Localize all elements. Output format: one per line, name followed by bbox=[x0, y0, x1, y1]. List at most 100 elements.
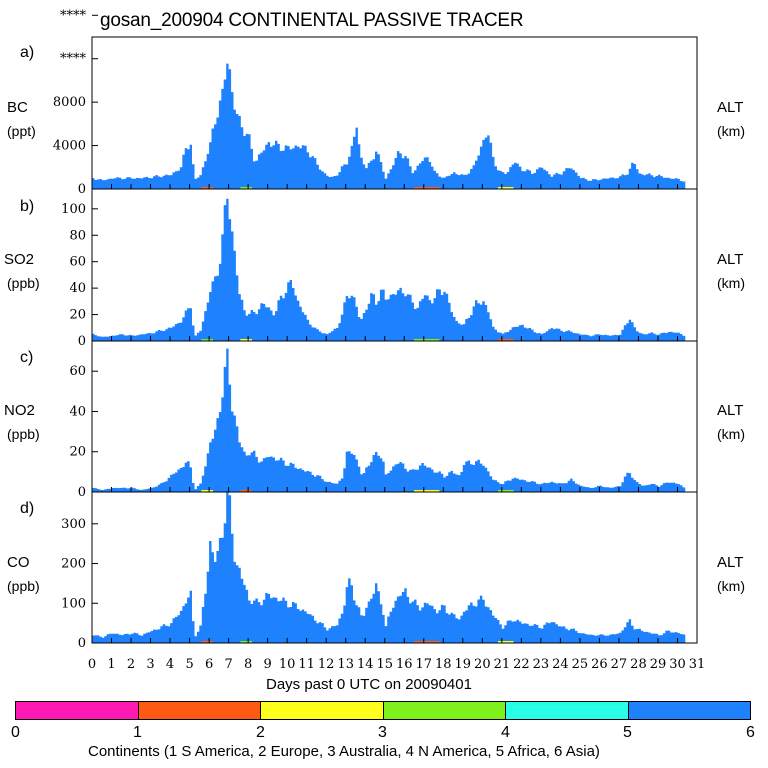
colorbar-tick-3: 3 bbox=[378, 724, 387, 741]
panel-2-minor-band-1 bbox=[240, 339, 253, 341]
x-tick-label-4: 4 bbox=[166, 657, 174, 672]
panel-4-ytick-label-1: 100 bbox=[61, 596, 86, 611]
colorbar-tick-5: 5 bbox=[623, 724, 632, 741]
panel-2-minor-band-3 bbox=[497, 339, 514, 341]
panel-a-alt-label: ALT bbox=[717, 99, 744, 116]
panel-1-ytick-label-1: 4000 bbox=[53, 139, 86, 154]
panel-3-ytick-label-0: 0 bbox=[78, 485, 86, 500]
panel-c-alt-label: ALT bbox=[717, 402, 744, 419]
x-tick-label-26: 26 bbox=[591, 657, 608, 672]
panel-d-alt-label: ALT bbox=[717, 554, 744, 571]
panel-1-series-area bbox=[92, 63, 686, 189]
panel-3-ytick-label-3: 60 bbox=[69, 364, 86, 379]
colorbar-tick-1: 1 bbox=[133, 724, 142, 741]
x-tick-label-18: 18 bbox=[435, 657, 452, 672]
panel-1-minor-band-3 bbox=[497, 187, 514, 189]
x-tick-label-24: 24 bbox=[552, 657, 569, 672]
panel-4-series-area bbox=[92, 492, 686, 643]
panel-1-ytick-label-4: **** bbox=[60, 8, 87, 23]
x-tick-label-7: 7 bbox=[224, 657, 232, 672]
panel-1-ytick-label-0: 0 bbox=[78, 182, 86, 197]
colorbar-segment-5 bbox=[628, 702, 750, 719]
colorbar-title: Continents (1 S America, 2 Europe, 3 Aus… bbox=[88, 743, 600, 760]
panel-2-ytick-label-4: 80 bbox=[69, 228, 86, 243]
colorbar-segment-0 bbox=[16, 702, 139, 719]
x-tick-label-19: 19 bbox=[455, 657, 472, 672]
x-tick-label-17: 17 bbox=[416, 657, 433, 672]
x-tick-label-1: 1 bbox=[107, 657, 115, 672]
x-tick-label-3: 3 bbox=[146, 657, 154, 672]
x-tick-label-22: 22 bbox=[513, 657, 530, 672]
panel-b-alt-unit: (km) bbox=[717, 275, 745, 291]
x-tick-label-9: 9 bbox=[264, 657, 272, 672]
x-tick-label-30: 30 bbox=[669, 657, 686, 672]
panel-d-label: d) bbox=[20, 500, 35, 517]
colorbar-tick-2: 2 bbox=[256, 724, 265, 741]
panel-3-minor-band-0 bbox=[201, 490, 213, 492]
panel-1-minor-band-2 bbox=[414, 187, 440, 189]
panel-3-ytick-label-1: 20 bbox=[69, 445, 86, 460]
panel-3-ytick-label-2: 40 bbox=[69, 404, 86, 419]
x-tick-label-13: 13 bbox=[337, 657, 354, 672]
panel-2-ytick-label-0: 0 bbox=[78, 334, 86, 349]
x-tick-label-25: 25 bbox=[572, 657, 589, 672]
x-tick-label-29: 29 bbox=[650, 657, 667, 672]
colorbar-segment-3 bbox=[383, 702, 506, 719]
panel-c-label: c) bbox=[20, 349, 34, 366]
panel-4-minor-band-0 bbox=[201, 641, 213, 643]
panel-2-series-area bbox=[92, 198, 686, 341]
panel-a-variable: BC bbox=[7, 99, 28, 116]
panel-d-unit: (ppb) bbox=[7, 578, 40, 594]
panel-2-minor-band-2 bbox=[414, 339, 440, 341]
panel-4-minor-band-2 bbox=[414, 641, 440, 643]
panel-3-minor-band-1 bbox=[240, 490, 253, 492]
panel-3-series-area bbox=[92, 348, 686, 492]
panel-3-minor-band-3 bbox=[497, 490, 514, 492]
panel-1-ytick-label-2: 8000 bbox=[53, 95, 86, 110]
panel-b-variable: SO2 bbox=[4, 251, 35, 268]
x-tick-label-23: 23 bbox=[533, 657, 550, 672]
panel-2-minor-band-0 bbox=[201, 339, 213, 341]
panel-2-ytick-label-1: 20 bbox=[69, 308, 86, 323]
x-tick-label-2: 2 bbox=[127, 657, 135, 672]
x-tick-label-14: 14 bbox=[357, 657, 374, 672]
x-tick-label-0: 0 bbox=[88, 657, 96, 672]
panel-b-alt-label: ALT bbox=[717, 251, 744, 268]
panel-2-ytick-label-5: 100 bbox=[61, 202, 86, 217]
x-tick-label-12: 12 bbox=[318, 657, 335, 672]
panel-1-minor-band-1 bbox=[240, 187, 253, 189]
x-tick-label-31: 31 bbox=[689, 657, 706, 672]
x-tick-label-16: 16 bbox=[396, 657, 413, 672]
colorbar bbox=[15, 701, 751, 720]
x-tick-label-6: 6 bbox=[205, 657, 213, 672]
panel-4-frame bbox=[91, 491, 698, 644]
panel-4-ytick-label-0: 0 bbox=[78, 636, 86, 651]
x-tick-label-8: 8 bbox=[244, 657, 252, 672]
panel-4-ytick-label-2: 200 bbox=[61, 557, 86, 572]
panel-d-variable: CO bbox=[7, 554, 30, 571]
panel-d-alt-unit: (km) bbox=[717, 578, 745, 594]
colorbar-tick-6: 6 bbox=[746, 724, 755, 741]
chart-title: gosan_200904 CONTINENTAL PASSIVE TRACER bbox=[100, 10, 524, 31]
x-tick-label-5: 5 bbox=[185, 657, 193, 672]
x-tick-label-10: 10 bbox=[279, 657, 296, 672]
panel-3-minor-band-2 bbox=[414, 490, 440, 492]
colorbar-segment-4 bbox=[506, 702, 629, 719]
colorbar-segment-2 bbox=[261, 702, 384, 719]
colorbar-segment-1 bbox=[138, 702, 261, 719]
panel-2-ytick-label-3: 60 bbox=[69, 255, 86, 270]
panel-b-unit: (ppb) bbox=[7, 275, 40, 291]
panel-4-minor-band-3 bbox=[497, 641, 514, 643]
colorbar-tick-0: 0 bbox=[11, 724, 20, 741]
panel-b-label: b) bbox=[20, 198, 35, 215]
panel-a-alt-unit: (km) bbox=[717, 123, 745, 139]
panel-c-unit: (ppb) bbox=[7, 426, 40, 442]
panel-a-label: a) bbox=[20, 44, 35, 61]
x-tick-label-27: 27 bbox=[611, 657, 628, 672]
panel-1-minor-band-0 bbox=[201, 187, 213, 189]
panel-c-variable: NO2 bbox=[4, 402, 35, 419]
panel-4-minor-band-1 bbox=[240, 641, 253, 643]
x-tick-label-28: 28 bbox=[630, 657, 647, 672]
